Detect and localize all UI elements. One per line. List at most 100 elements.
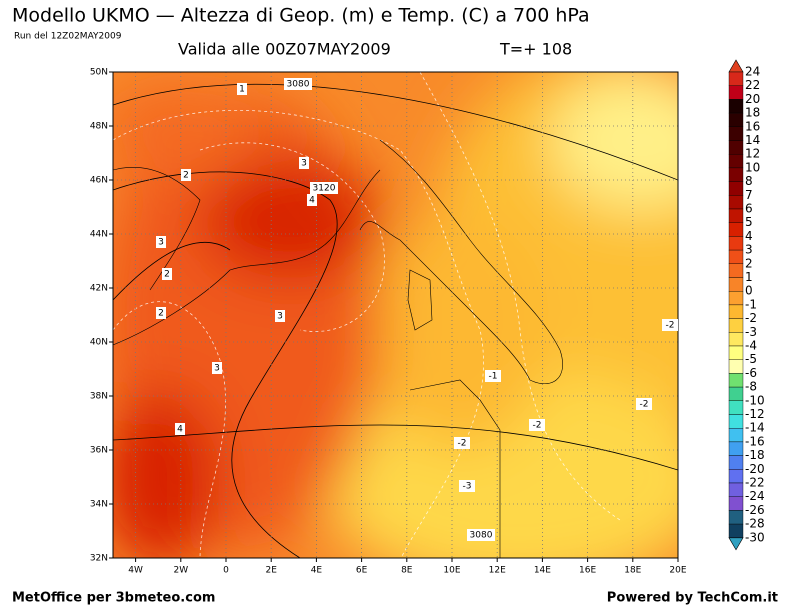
colorbar-label: -24 bbox=[745, 489, 765, 503]
grid bbox=[113, 72, 678, 558]
colorbar-segment bbox=[728, 455, 744, 470]
colorbar-label: 24 bbox=[745, 65, 760, 79]
lon-label: 2W bbox=[173, 566, 188, 576]
title: Modello UKMO — Altezza di Geop. (m) e Te… bbox=[12, 5, 590, 27]
contour-label: 3 bbox=[158, 238, 164, 248]
colorbar-segment bbox=[728, 523, 744, 538]
colorbar-label: -12 bbox=[745, 407, 765, 421]
colorbar-label: -28 bbox=[745, 517, 765, 531]
contour-label-bg bbox=[181, 169, 191, 181]
lon-label: 2E bbox=[265, 566, 277, 576]
lon-label: 12E bbox=[489, 566, 506, 576]
contour-label-bg bbox=[459, 480, 475, 492]
colorbar-label: 8 bbox=[745, 174, 753, 188]
colorbar-segment bbox=[728, 71, 744, 86]
forecast-step: T=+ 108 bbox=[499, 40, 572, 59]
valid-time: Valida alle 00Z07MAY2009 bbox=[178, 40, 391, 59]
colorbar-segment bbox=[728, 153, 744, 169]
contour-label-bg bbox=[275, 310, 285, 322]
contour-label: -2 bbox=[533, 421, 542, 431]
colorbar-label: 4 bbox=[745, 229, 753, 243]
colorbar-arrow bbox=[728, 537, 744, 551]
lat-label: 32N bbox=[90, 554, 108, 564]
contour-label: -2 bbox=[458, 439, 467, 449]
colorbar-label: 6 bbox=[745, 202, 753, 216]
colorbar-segment bbox=[728, 441, 744, 456]
contour-label: 3 bbox=[214, 364, 220, 374]
lat-label: 36N bbox=[90, 446, 108, 456]
colorbar-label: -30 bbox=[745, 530, 765, 544]
colorbar-segment bbox=[728, 263, 744, 278]
colorbar-segment bbox=[728, 85, 744, 100]
contour-label-bg bbox=[636, 398, 652, 410]
colorbar-label: 14 bbox=[745, 133, 760, 147]
contour-label: -3 bbox=[463, 482, 472, 492]
lon-label: 4E bbox=[311, 566, 323, 576]
colorbar-segment bbox=[728, 140, 744, 155]
contour-label: 3080 bbox=[287, 80, 310, 90]
colorbar-label: -6 bbox=[745, 366, 757, 380]
lon-label: 20E bbox=[669, 566, 686, 576]
colorbar-label: -20 bbox=[745, 462, 765, 476]
colorbar-segment bbox=[728, 208, 744, 223]
lat-label: 42N bbox=[90, 284, 108, 294]
colorbar-label: 1 bbox=[745, 270, 753, 284]
lat-label: 50N bbox=[90, 68, 108, 78]
contour-label: 2 bbox=[158, 309, 164, 319]
colorbar-segment bbox=[728, 345, 744, 360]
contour-label: 3 bbox=[301, 159, 307, 169]
lat-label: 46N bbox=[90, 176, 108, 186]
contour-label-bg bbox=[310, 182, 338, 194]
colorbar-label: -3 bbox=[745, 325, 757, 339]
lat-label: 48N bbox=[90, 122, 108, 132]
lon-label: 16E bbox=[579, 566, 596, 576]
colorbar-label: 2 bbox=[745, 256, 753, 270]
colorbar-segment bbox=[728, 249, 744, 265]
contour-label-bg bbox=[156, 236, 166, 248]
contour-label-bg bbox=[485, 370, 501, 382]
colorbar-segment bbox=[728, 236, 744, 251]
map-frame bbox=[112, 71, 679, 559]
colorbar-segment bbox=[728, 112, 744, 127]
colorbar-segment bbox=[728, 167, 744, 182]
colorbar-segment bbox=[728, 386, 744, 402]
lat-label: 44N bbox=[90, 230, 108, 240]
colorbar-label: 16 bbox=[745, 119, 760, 133]
colorbar-label: 22 bbox=[745, 78, 760, 92]
colorbar-label: -18 bbox=[745, 448, 765, 462]
colorbar-segment bbox=[728, 510, 744, 525]
colorbar-label: -10 bbox=[745, 393, 765, 407]
lon-label: 18E bbox=[624, 566, 641, 576]
colorbar-label: 5 bbox=[745, 215, 753, 229]
colorbar-segment bbox=[728, 99, 744, 114]
colorbar-segment bbox=[728, 126, 744, 141]
lat-label: 38N bbox=[90, 392, 108, 402]
contour-label: -2 bbox=[640, 400, 649, 410]
colorbar-label: 10 bbox=[745, 160, 760, 174]
contour-label-bg bbox=[299, 157, 309, 169]
colorbar-arrow bbox=[728, 59, 744, 73]
contour-label-bg bbox=[237, 83, 247, 95]
contour-label-bg bbox=[156, 307, 166, 319]
colorbar-segment bbox=[728, 400, 744, 415]
colorbar-label: -5 bbox=[745, 352, 757, 366]
contour-label-bg bbox=[529, 419, 545, 431]
contour-label: -1 bbox=[489, 372, 498, 382]
contour-label: -2 bbox=[666, 321, 675, 331]
colorbar-segment bbox=[728, 482, 744, 497]
colorbar-segment bbox=[728, 496, 744, 511]
colorbar-segment bbox=[728, 373, 744, 388]
contour-label: 2 bbox=[183, 171, 189, 181]
contour-label-bg bbox=[284, 78, 312, 90]
colorbar-label: 12 bbox=[745, 147, 760, 161]
lon-label: 0 bbox=[223, 566, 229, 576]
contour-label-bg bbox=[307, 194, 317, 206]
colorbar-label: -14 bbox=[745, 421, 765, 435]
colorbar-segment bbox=[728, 195, 744, 210]
contour-label-bg bbox=[454, 437, 470, 449]
contour-label-bg bbox=[662, 319, 678, 331]
colorbar-segment bbox=[728, 359, 744, 374]
colorbar-label: 0 bbox=[745, 284, 753, 298]
contour-label-bg bbox=[162, 268, 172, 280]
